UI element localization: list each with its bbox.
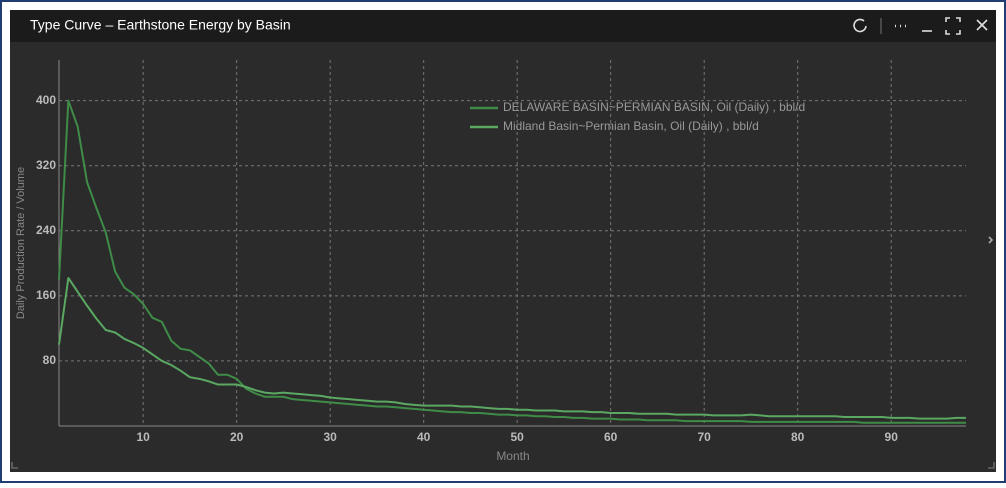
x-tick-label: 70 bbox=[698, 430, 712, 444]
panel-title: Type Curve – Earthstone Energy by Basin bbox=[30, 17, 291, 33]
x-tick-label: 80 bbox=[791, 430, 805, 444]
x-tick-label: 30 bbox=[323, 430, 337, 444]
y-tick-label: 400 bbox=[36, 93, 56, 107]
close-icon[interactable] bbox=[976, 19, 988, 31]
series-line bbox=[58, 276, 966, 420]
y-tick-label: 160 bbox=[36, 288, 56, 302]
x-tick-label: 60 bbox=[604, 430, 618, 444]
y-tick-label: 80 bbox=[43, 353, 57, 367]
x-tick-label: 40 bbox=[417, 430, 431, 444]
side-arrow[interactable] bbox=[988, 236, 994, 244]
refresh-icon[interactable] bbox=[853, 18, 867, 33]
title-bar bbox=[10, 10, 996, 42]
x-tick-label: 10 bbox=[136, 430, 150, 444]
y-tick-label: 240 bbox=[36, 223, 56, 237]
legend-label: DELAWARE BASIN~PERMIAN BASIN, Oil (Daily… bbox=[503, 100, 805, 114]
legend-label: Midland Basin~Permian Basin, Oil (Daily)… bbox=[503, 119, 759, 133]
y-tick-label: 320 bbox=[36, 158, 56, 172]
x-tick-label: 90 bbox=[885, 430, 899, 444]
x-tick-label: 20 bbox=[230, 430, 244, 444]
panel bbox=[10, 10, 996, 472]
x-tick-label: 50 bbox=[510, 430, 524, 444]
corner-marks bbox=[11, 462, 995, 469]
x-axis-label: Month bbox=[496, 449, 529, 463]
y-axis-label: Daily Production Rate / Volume bbox=[15, 167, 27, 319]
expand-icon[interactable] bbox=[945, 17, 961, 35]
series-line bbox=[58, 99, 966, 424]
